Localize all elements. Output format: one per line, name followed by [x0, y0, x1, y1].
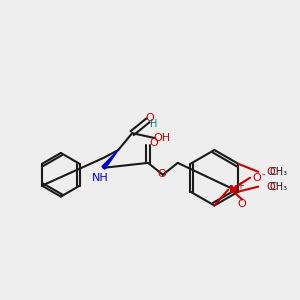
Text: O: O: [267, 167, 275, 177]
Text: OH: OH: [153, 133, 170, 143]
Text: O: O: [238, 200, 247, 209]
Text: O: O: [158, 169, 166, 179]
Text: +: +: [236, 181, 244, 191]
Text: CH₃: CH₃: [270, 167, 288, 177]
Text: O: O: [146, 113, 154, 123]
Text: N: N: [229, 184, 238, 195]
Text: -: -: [261, 169, 265, 179]
Polygon shape: [102, 150, 118, 169]
Text: O: O: [267, 182, 275, 192]
Text: O: O: [253, 173, 261, 183]
Text: H: H: [150, 119, 158, 129]
Text: O: O: [150, 138, 158, 148]
Text: CH₃: CH₃: [270, 182, 288, 192]
Text: NH: NH: [92, 173, 109, 183]
